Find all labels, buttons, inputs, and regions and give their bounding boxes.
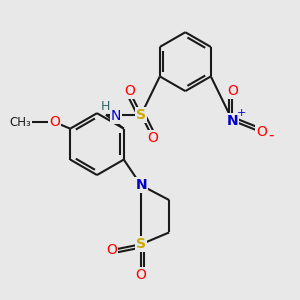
Text: H: H xyxy=(101,100,110,113)
Text: O: O xyxy=(227,84,238,98)
Text: N: N xyxy=(135,178,147,192)
Text: S: S xyxy=(136,108,146,122)
Text: O: O xyxy=(256,125,267,139)
Text: -: - xyxy=(268,128,274,143)
Text: O: O xyxy=(49,115,60,129)
Text: O: O xyxy=(136,268,147,282)
Text: O: O xyxy=(124,84,135,98)
Text: N: N xyxy=(111,109,121,123)
Text: O: O xyxy=(106,243,117,257)
Text: CH₃: CH₃ xyxy=(9,116,31,128)
Text: +: + xyxy=(237,108,246,118)
Text: N: N xyxy=(226,114,238,128)
Text: O: O xyxy=(148,131,158,145)
Text: S: S xyxy=(136,237,146,251)
